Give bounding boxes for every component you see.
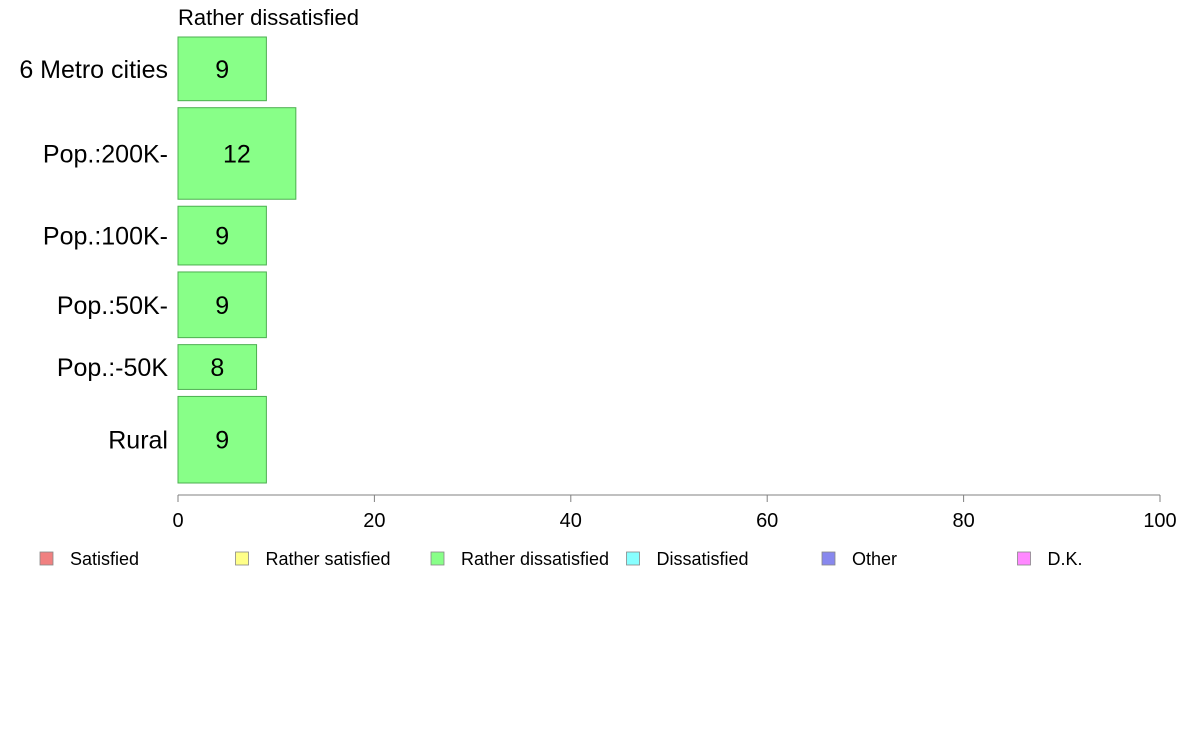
x-tick-label-4: 80 — [952, 510, 974, 532]
x-tick-label-1: 20 — [363, 510, 385, 532]
bar-4 — [177, 344, 258, 390]
bar-value-label-2: 9 — [215, 223, 229, 251]
legend-swatch-4 — [821, 551, 836, 566]
legend-swatch-2 — [430, 551, 445, 566]
category-label-1: Pop.:200K- — [43, 140, 168, 168]
bar-value-label-5: 9 — [215, 427, 229, 455]
legend-swatch-3 — [626, 551, 640, 566]
legend-swatch-5 — [1017, 551, 1031, 566]
legend-label-1: Rather satisfied — [266, 549, 391, 569]
legend-swatch-1 — [235, 551, 249, 566]
bar-2 — [177, 205, 267, 266]
bar-1 — [177, 107, 297, 200]
bar-5 — [177, 395, 267, 484]
legend-label-3: Dissatisfied — [657, 549, 749, 569]
bar-value-label-1: 12 — [223, 140, 251, 168]
legend-label-0: Satisfied — [70, 549, 139, 569]
category-label-2: Pop.:100K- — [43, 223, 168, 251]
bar-value-label-0: 9 — [215, 56, 229, 84]
x-tick-label-2: 40 — [560, 510, 582, 532]
category-label-5: Rural — [108, 427, 168, 455]
category-label-3: Pop.:50K- — [57, 292, 168, 320]
category-label-4: Pop.:-50K — [57, 354, 169, 382]
x-tick-label-5: 100 — [1143, 510, 1176, 532]
legend-swatch-0 — [39, 551, 54, 566]
bar-0 — [177, 36, 267, 102]
bar-value-label-3: 9 — [215, 292, 229, 320]
x-tick-label-3: 60 — [756, 510, 778, 532]
bar-value-label-4: 8 — [210, 354, 224, 382]
legend-label-5: D.K. — [1048, 549, 1083, 569]
legend-label-2: Rather dissatisfied — [461, 549, 609, 569]
x-tick-label-0: 0 — [172, 510, 183, 532]
bar-3 — [177, 271, 267, 339]
category-label-0: 6 Metro cities — [19, 56, 168, 84]
legend-label-4: Other — [852, 549, 897, 569]
chart-title: Rather dissatisfied — [178, 5, 359, 30]
